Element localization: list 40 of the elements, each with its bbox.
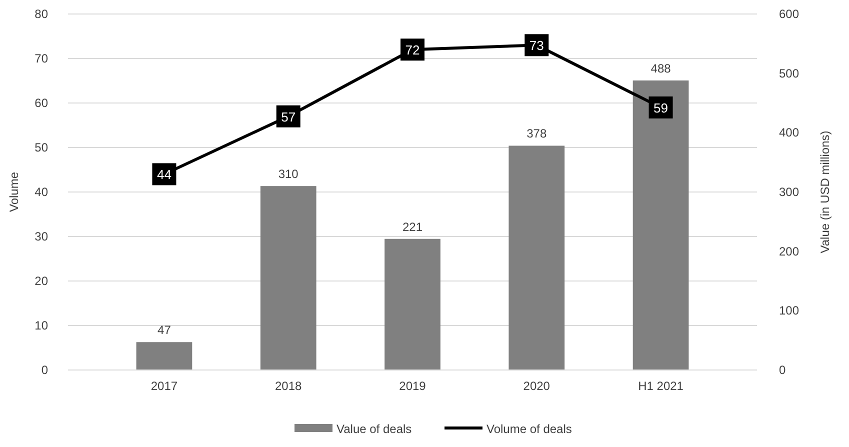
- y-tick-label: 80: [34, 7, 48, 21]
- data-label: 57: [281, 109, 296, 124]
- bar: [508, 146, 565, 370]
- data-label: 488: [650, 61, 672, 76]
- x-tick-label: 2019: [399, 379, 426, 393]
- legend-label: Volume of deals: [486, 422, 572, 436]
- data-label: 44: [156, 167, 172, 182]
- y-tick-label: 60: [34, 96, 48, 110]
- y2-axis-title: Value (in USD millions): [818, 130, 832, 254]
- y-tick-label: 10: [34, 318, 48, 332]
- data-label: 378: [526, 126, 547, 141]
- y2-tick-label: 0: [779, 363, 786, 377]
- y2-tick-label: 200: [779, 244, 800, 258]
- y2-tick-label: 500: [779, 66, 800, 80]
- data-label: 72: [405, 42, 420, 58]
- y-tick-label: 40: [34, 185, 48, 199]
- data-label: 221: [402, 220, 423, 234]
- x-tick-label: 2020: [523, 379, 550, 393]
- x-tick-label: H1 2021: [638, 379, 684, 393]
- x-tick-label: 2018: [275, 379, 302, 393]
- y2-tick-label: 400: [779, 126, 800, 140]
- data-label: 59: [654, 100, 668, 116]
- y-tick-label: 50: [34, 140, 48, 154]
- data-label: 310: [278, 167, 299, 182]
- y2-tick-label: 600: [779, 7, 800, 21]
- data-label: 73: [529, 38, 544, 54]
- bar: [384, 238, 440, 370]
- bar: [632, 80, 689, 370]
- y2-tick-label: 300: [779, 185, 800, 199]
- data-label: 47: [158, 323, 172, 338]
- y-axis-title: Volume: [7, 172, 21, 212]
- y-tick-label: 30: [34, 230, 48, 244]
- bar: [260, 186, 316, 370]
- bar: [136, 342, 192, 370]
- y-tick-label: 20: [34, 274, 48, 288]
- y-tick-label: 0: [41, 363, 48, 377]
- y2-tick-label: 100: [779, 304, 800, 318]
- legend-label: Value of deals: [336, 422, 412, 436]
- y-tick-label: 70: [34, 52, 48, 66]
- x-tick-label: 2017: [150, 379, 178, 393]
